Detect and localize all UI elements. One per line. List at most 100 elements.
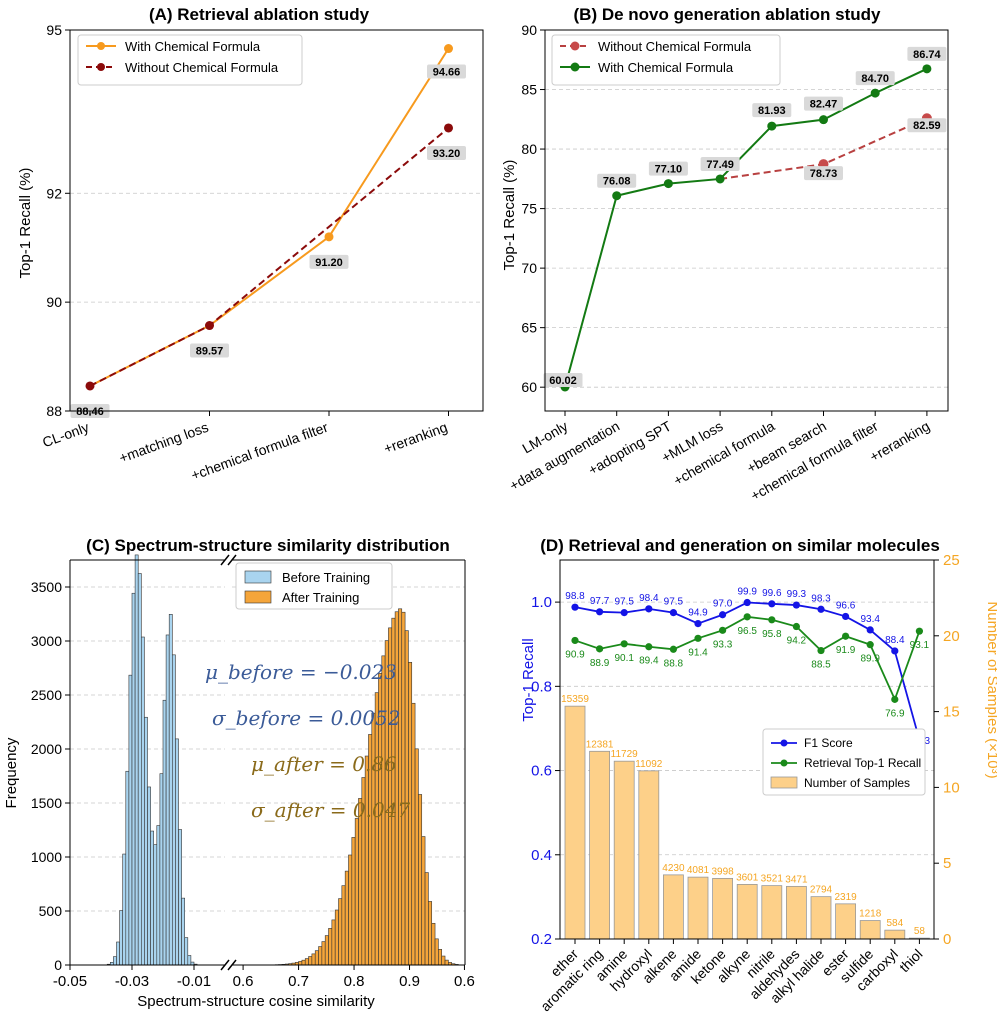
panel-c-bar-after <box>308 956 313 966</box>
panel-d-bar-label: 3521 <box>761 874 784 885</box>
panel-d-label-retrieval: 94.2 <box>787 636 807 647</box>
panel-c-bar-after <box>438 949 443 966</box>
panel-d-legend-label: F1 Score <box>804 736 853 750</box>
panel-a-line-with-formula <box>89 47 450 387</box>
panel-d-label-f1: 94.9 <box>688 608 708 619</box>
panel-c-legend-box <box>235 562 393 610</box>
panel-d-label-retrieval: 90.1 <box>614 653 634 664</box>
panel-c-stat-annotation: σ_after = 0.047 <box>251 798 410 822</box>
panel-c-bar-before <box>187 955 192 966</box>
panel-d-point-retrieval <box>891 695 899 703</box>
panel-b-ytick-label: 60 <box>521 379 537 395</box>
panel-d-label-f1: 98.8 <box>565 591 585 602</box>
panel-d-legend-label: Retrieval Top-1 Recall <box>804 756 921 770</box>
panel-c-bar-after <box>431 922 436 966</box>
panel-d-bar-label: 584 <box>886 918 903 929</box>
panel-d-label-f1: 97.0 <box>713 599 733 610</box>
panel-b-data-label: 81.93 <box>758 105 786 117</box>
panel-d-point-retrieval <box>645 643 653 651</box>
panel-a-xtick-label: CL-only <box>40 419 91 451</box>
panel-c-bar-before <box>165 634 170 966</box>
panel-b-point-with-formula <box>715 174 725 184</box>
panel-d-label-f1: 96.6 <box>836 600 856 611</box>
panel-c-bar-after <box>304 958 309 966</box>
panel-c-bar-after <box>314 950 319 966</box>
panel-b-ytick-label: 80 <box>521 141 537 157</box>
panel-c-legend-swatch <box>244 590 272 604</box>
panel-d-y2label: Number of Samples (×10³) <box>984 601 997 778</box>
panel-d-point-retrieval <box>719 626 727 634</box>
panel-c-xlabel: Spectrum-structure cosine similarity <box>137 993 375 1010</box>
panel-d-label-retrieval: 88.5 <box>811 660 831 671</box>
panel-d-bar <box>638 770 660 940</box>
panel-c-bar-after <box>328 928 333 966</box>
panel-d-bar-label: 4081 <box>687 865 710 876</box>
panel-d-bar-label: 4230 <box>662 863 685 874</box>
panel-c-bar-after <box>428 901 433 966</box>
panel-a-point-with-formula <box>444 44 453 54</box>
panel-b: (B) De novo generation ablation study To… <box>501 5 949 504</box>
panel-d-bar-label: 2319 <box>834 892 857 903</box>
panel-d-point-retrieval <box>571 636 579 645</box>
panel-b-line-with-formula <box>564 67 928 388</box>
panel-c-bar-after <box>354 818 359 966</box>
panel-d-ytick-label: 0.6 <box>531 763 552 780</box>
panel-a-ytick-label: 92 <box>46 185 62 201</box>
panel-c-bar-before <box>168 614 173 966</box>
panel-c-ytick-label: 500 <box>39 903 63 919</box>
panel-d-label-f1: 97.5 <box>664 597 684 608</box>
panel-c-bar-after <box>348 854 353 966</box>
panel-d-label-f1: 99.9 <box>737 587 757 598</box>
panel-d-bar-label: 3601 <box>736 872 759 883</box>
panel-d-point-f1 <box>866 626 874 634</box>
panel-d-point-retrieval <box>866 641 874 649</box>
panel-c-bar-after <box>364 755 369 966</box>
panel-d-point-f1 <box>694 619 702 628</box>
panel-d-bar-label: 1218 <box>859 909 882 920</box>
panel-c-bar-before <box>113 956 117 966</box>
panel-a: (A) Retrieval ablation study Top-1 Recal… <box>17 5 484 483</box>
panel-d-bar <box>663 874 684 940</box>
panel-c-bar-after <box>301 959 306 966</box>
panel-a-xtick-label: +reranking <box>382 419 450 457</box>
panel-b-data-label: 86.74 <box>913 49 941 61</box>
panel-b-data-label: 84.70 <box>861 73 889 85</box>
panel-c-bar-before <box>116 941 120 966</box>
panel-c-bar-before <box>128 674 133 966</box>
panel-c-bar-after <box>414 748 419 966</box>
panel-c-bar-after <box>324 935 329 966</box>
panel-d-label-retrieval: 91.9 <box>836 645 856 656</box>
panel-b-legend-marker <box>570 41 580 51</box>
panel-d-point-f1 <box>719 611 727 619</box>
panel-c-ytick-label: 3000 <box>31 633 62 649</box>
panel-d-label-retrieval: 91.4 <box>688 647 708 658</box>
panel-b-data-label-bg <box>855 71 895 86</box>
panel-d-label-f1: 98.4 <box>639 593 659 604</box>
panel-a-data-label: 93.20 <box>433 148 461 160</box>
panel-a-data-label: 91.20 <box>315 257 343 269</box>
panel-d-label-f1: 97.7 <box>590 596 610 607</box>
panel-d-point-retrieval <box>620 640 628 648</box>
panel-d-point-retrieval <box>669 645 678 653</box>
panel-d-y2tick-label: 5 <box>943 855 951 872</box>
panel-b-legend-box <box>551 34 781 86</box>
panel-d-label-retrieval: 93.3 <box>713 639 733 650</box>
panel-d-point-f1 <box>768 600 776 608</box>
panel-c-bar-after <box>418 794 423 966</box>
panel-c-stat-annotation: σ_before = 0.0052 <box>212 706 401 730</box>
panel-c-bar-after <box>411 702 416 966</box>
panel-c-xtick-label: 0.6 <box>454 973 475 990</box>
panel-d-point-retrieval <box>596 645 604 653</box>
panel-b-ylabel: Top-1 Recall (%) <box>501 160 518 271</box>
panel-c-bar-before <box>159 773 164 966</box>
panel-c-bar-after <box>441 955 446 966</box>
panel-c-xtick-label: 0.6 <box>233 973 254 990</box>
panel-c-bar-before <box>134 554 139 966</box>
panel-c-bar-before <box>181 897 186 966</box>
panel-d-point-retrieval <box>743 613 751 621</box>
panel-b-legend-label: Without Chemical Formula <box>598 39 752 54</box>
panel-d-bar <box>564 705 586 940</box>
panel-a-legend-label: Without Chemical Formula <box>125 60 279 75</box>
panel-b-data-label: 77.49 <box>706 159 734 171</box>
